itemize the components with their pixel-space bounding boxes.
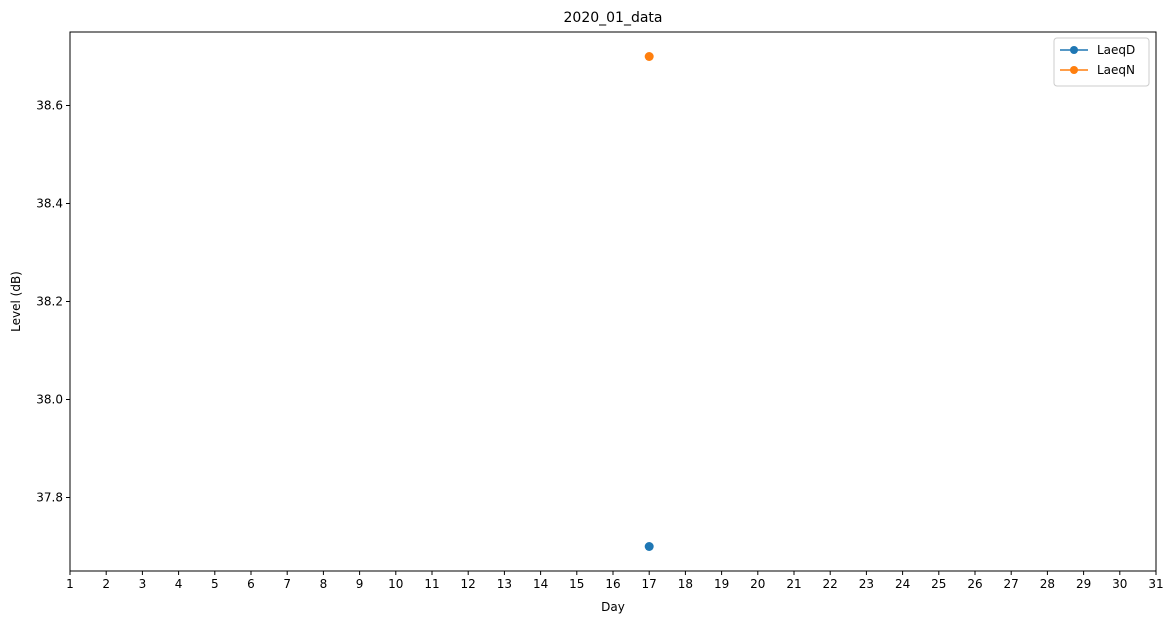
y-tick-label: 38.4 — [36, 197, 63, 211]
x-tick-label: 18 — [678, 577, 693, 591]
x-tick-label: 24 — [895, 577, 910, 591]
x-tick-label: 3 — [139, 577, 147, 591]
series-laeqn — [644, 52, 654, 61]
data-point — [644, 52, 654, 61]
legend-marker — [1070, 46, 1078, 54]
x-tick-label: 2 — [102, 577, 110, 591]
x-tick-label: 27 — [1004, 577, 1019, 591]
x-tick-label: 28 — [1040, 577, 1055, 591]
x-tick-label: 19 — [714, 577, 729, 591]
y-axis: 37.8 38.0 38.2 38.4 38.6 — [36, 99, 70, 505]
legend-item-laeqn: LaeqN — [1060, 63, 1135, 77]
x-tick-label: 30 — [1112, 577, 1127, 591]
x-tick-label: 1 — [66, 577, 74, 591]
legend: LaeqD LaeqN — [1053, 37, 1150, 87]
x-tick-label: 16 — [605, 577, 620, 591]
x-tick-label: 20 — [750, 577, 765, 591]
chart-title: 2020_01_data — [564, 10, 663, 26]
y-tick-label: 38.0 — [36, 393, 63, 407]
x-tick-label: 8 — [320, 577, 328, 591]
data-point — [644, 542, 654, 551]
x-axis: 1 2 3 4 5 6 7 8 9 10 11 12 13 14 15 16 17 18 19 20 21 22 23 24 2… — [66, 571, 1164, 591]
x-tick-label: 11 — [424, 577, 439, 591]
legend-marker — [1070, 66, 1078, 74]
legend-label: LaeqN — [1097, 63, 1135, 77]
data-marks — [644, 52, 654, 551]
x-tick-label: 22 — [823, 577, 838, 591]
x-tick-label: 14 — [533, 577, 548, 591]
x-axis-label: Day — [601, 600, 625, 614]
y-tick-label: 38.6 — [36, 99, 63, 113]
x-tick-label: 25 — [931, 577, 946, 591]
y-tick-label: 38.2 — [36, 295, 63, 309]
x-tick-label: 7 — [283, 577, 291, 591]
plot-area — [69, 31, 1157, 572]
x-tick-label: 6 — [247, 577, 255, 591]
y-tick-label: 37.8 — [36, 491, 63, 505]
x-tick-label: 4 — [175, 577, 183, 591]
series-laeqd — [644, 542, 654, 551]
x-tick-label: 12 — [461, 577, 476, 591]
x-tick-label: 15 — [569, 577, 584, 591]
x-tick-label: 21 — [786, 577, 801, 591]
x-tick-label: 17 — [642, 577, 657, 591]
x-tick-label: 13 — [497, 577, 512, 591]
x-tick-label: 29 — [1076, 577, 1091, 591]
x-tick-label: 10 — [388, 577, 403, 591]
x-tick-label: 5 — [211, 577, 219, 591]
x-tick-label: 9 — [356, 577, 364, 591]
legend-item-laeqd: LaeqD — [1060, 43, 1135, 57]
x-tick-label: 31 — [1148, 577, 1163, 591]
x-tick-label: 23 — [859, 577, 874, 591]
legend-label: LaeqD — [1097, 43, 1135, 57]
y-axis-label: Level (dB) — [9, 271, 23, 332]
plot-frame — [69, 31, 1157, 572]
x-tick-label: 26 — [967, 577, 982, 591]
